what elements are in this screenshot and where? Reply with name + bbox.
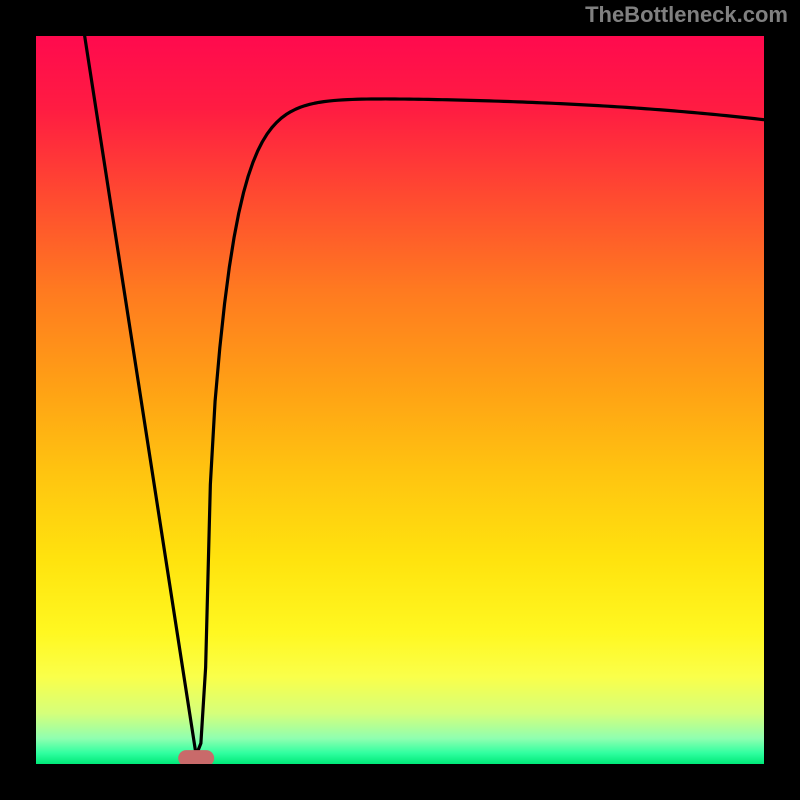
- gradient-background: [36, 36, 764, 764]
- chart-stage: TheBottleneck.com: [0, 0, 800, 800]
- watermark-text: TheBottleneck.com: [585, 2, 788, 28]
- optimal-marker: [178, 750, 214, 766]
- bottleneck-chart: [0, 0, 800, 800]
